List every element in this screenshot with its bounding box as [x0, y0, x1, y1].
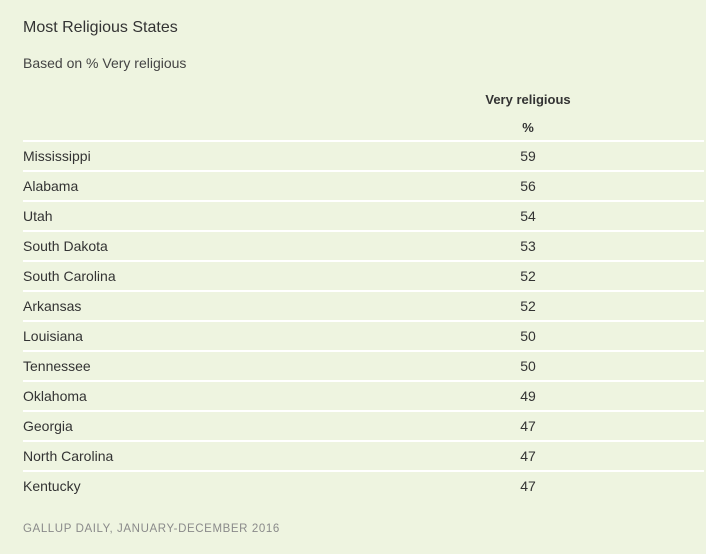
column-unit-percent: % — [522, 120, 534, 135]
very-religious-percent: 49 — [520, 388, 536, 404]
very-religious-percent: 47 — [520, 418, 536, 434]
state-name: Alabama — [23, 178, 79, 194]
state-name: South Dakota — [23, 238, 108, 254]
state-name: Mississippi — [23, 148, 91, 164]
state-name: Tennessee — [23, 358, 91, 374]
chart-subtitle: Based on % Very religious — [23, 55, 187, 71]
state-name: South Carolina — [23, 268, 116, 284]
state-name: Kentucky — [23, 478, 81, 494]
very-religious-percent: 56 — [520, 178, 536, 194]
table-row: North Carolina 47 — [23, 442, 704, 472]
table-row: Alabama 56 — [23, 172, 704, 202]
table-row: Kentucky 47 — [23, 472, 704, 502]
very-religious-percent: 47 — [520, 478, 536, 494]
table-row: South Carolina 52 — [23, 262, 704, 292]
source-note: GALLUP DAILY, JANUARY-DECEMBER 2016 — [23, 523, 280, 535]
table-row: Mississippi 59 — [23, 142, 704, 172]
state-name: Oklahoma — [23, 388, 87, 404]
very-religious-percent: 50 — [520, 358, 536, 374]
table-row: Georgia 47 — [23, 412, 704, 442]
column-header-very-religious: Very religious — [485, 92, 571, 107]
state-name: Georgia — [23, 418, 73, 434]
very-religious-percent: 50 — [520, 328, 536, 344]
table-header: Very religious % — [23, 88, 704, 142]
table-row: Tennessee 50 — [23, 352, 704, 382]
table-body: Mississippi 59 Alabama 56 Utah 54 South Dakota… — [23, 142, 704, 502]
table-row: Oklahoma 49 — [23, 382, 704, 412]
state-name: Louisiana — [23, 328, 83, 344]
state-name: Utah — [23, 208, 53, 224]
chart-title: Most Religious States — [23, 19, 178, 36]
table-row: Louisiana 50 — [23, 322, 704, 352]
very-religious-percent: 52 — [520, 298, 536, 314]
very-religious-percent: 54 — [520, 208, 536, 224]
very-religious-percent: 47 — [520, 448, 536, 464]
table-row: South Dakota 53 — [23, 232, 704, 262]
very-religious-percent: 52 — [520, 268, 536, 284]
state-name: Arkansas — [23, 298, 82, 314]
very-religious-percent: 53 — [520, 238, 536, 254]
table-row: Utah 54 — [23, 202, 704, 232]
state-name: North Carolina — [23, 448, 114, 464]
data-table: Very religious % Mississippi 59 Alabama 56 U… — [23, 88, 704, 502]
table-row: Arkansas 52 — [23, 292, 704, 322]
very-religious-percent: 59 — [520, 148, 536, 164]
